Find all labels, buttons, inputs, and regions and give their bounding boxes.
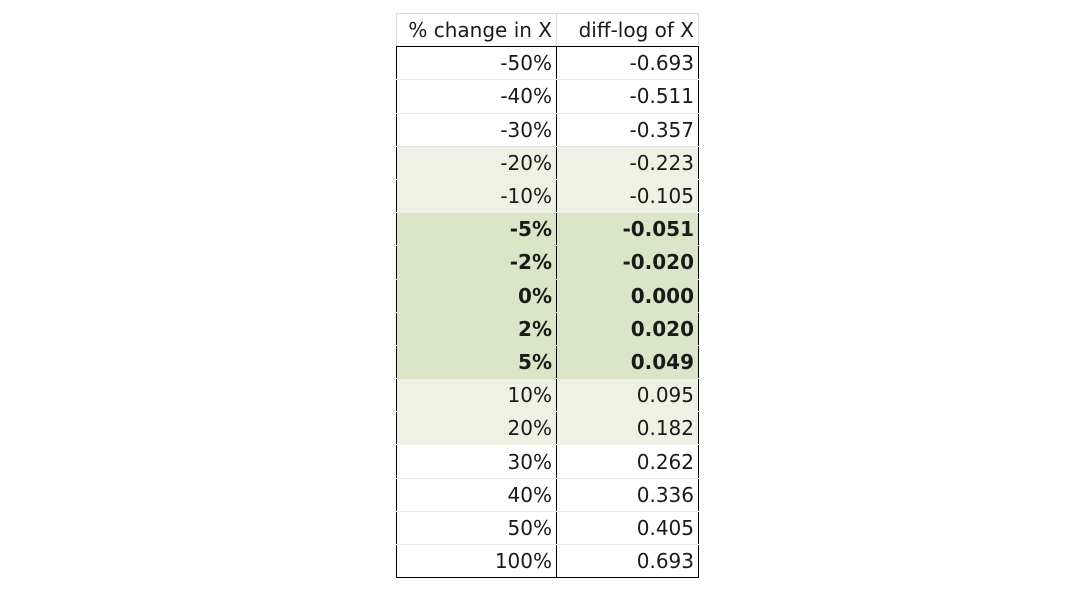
cell-pct-change[interactable]: -5% — [396, 212, 557, 247]
cell-pct-change[interactable]: 10% — [396, 378, 557, 413]
cell-pct-change[interactable]: -40% — [396, 79, 557, 114]
cell-pct-change[interactable]: 2% — [396, 312, 557, 346]
cell-diff-log[interactable]: 0.405 — [556, 511, 699, 546]
table-row: 30% 0.262 — [396, 444, 699, 479]
table-row: 50% 0.405 — [396, 511, 699, 546]
cell-diff-log[interactable]: 0.262 — [556, 444, 699, 479]
diff-log-table: % change in X diff-log of X -50% -0.693 -4… — [396, 12, 699, 579]
table-row: -5% -0.051 — [396, 212, 699, 247]
table-row: -30% -0.357 — [396, 113, 699, 147]
table-row: 100% 0.693 — [396, 544, 699, 579]
cell-diff-log[interactable]: 0.336 — [556, 478, 699, 512]
cell-diff-log[interactable]: -0.511 — [556, 79, 699, 114]
cell-pct-change[interactable]: 50% — [396, 511, 557, 546]
cell-diff-log[interactable]: 0.049 — [556, 345, 699, 380]
cell-pct-change[interactable]: 100% — [396, 544, 557, 579]
table-row: 0% 0.000 — [396, 279, 699, 313]
cell-pct-change[interactable]: 5% — [396, 345, 557, 380]
cell-pct-change[interactable]: 40% — [396, 478, 557, 512]
cell-diff-log[interactable]: 0.000 — [556, 279, 699, 313]
cell-pct-change[interactable]: -30% — [396, 113, 557, 147]
cell-diff-log[interactable]: 0.693 — [556, 544, 699, 579]
table-row: -2% -0.020 — [396, 245, 699, 280]
table-row: -40% -0.511 — [396, 79, 699, 114]
cell-diff-log[interactable]: -0.357 — [556, 113, 699, 147]
table-row: 2% 0.020 — [396, 312, 699, 346]
cell-diff-log[interactable]: 0.020 — [556, 312, 699, 346]
cell-diff-log[interactable]: -0.051 — [556, 212, 699, 247]
cell-pct-change[interactable]: 0% — [396, 279, 557, 313]
cell-diff-log[interactable]: -0.223 — [556, 146, 699, 180]
table-row: 40% 0.336 — [396, 478, 699, 512]
header-diff-log[interactable]: diff-log of X — [556, 12, 699, 48]
cell-diff-log[interactable]: 0.095 — [556, 378, 699, 413]
table-row: 20% 0.182 — [396, 411, 699, 446]
cell-diff-log[interactable]: 0.182 — [556, 411, 699, 446]
cell-pct-change[interactable]: -10% — [396, 179, 557, 214]
cell-pct-change[interactable]: -2% — [396, 245, 557, 280]
table-row: -10% -0.105 — [396, 179, 699, 214]
header-row: % change in X diff-log of X — [396, 12, 699, 48]
cell-diff-log[interactable]: -0.105 — [556, 179, 699, 214]
cell-pct-change[interactable]: 30% — [396, 444, 557, 479]
cell-diff-log[interactable]: -0.020 — [556, 245, 699, 280]
cell-pct-change[interactable]: -50% — [396, 46, 557, 81]
cell-pct-change[interactable]: -20% — [396, 146, 557, 180]
header-pct-change[interactable]: % change in X — [396, 12, 557, 48]
table-row: -50% -0.693 — [396, 46, 699, 81]
cell-diff-log[interactable]: -0.693 — [556, 46, 699, 81]
spreadsheet-table-region: % change in X diff-log of X -50% -0.693 -4… — [396, 12, 699, 579]
table-row: 10% 0.095 — [396, 378, 699, 413]
cell-pct-change[interactable]: 20% — [396, 411, 557, 446]
table-row: 5% 0.049 — [396, 345, 699, 380]
table-row: -20% -0.223 — [396, 146, 699, 180]
